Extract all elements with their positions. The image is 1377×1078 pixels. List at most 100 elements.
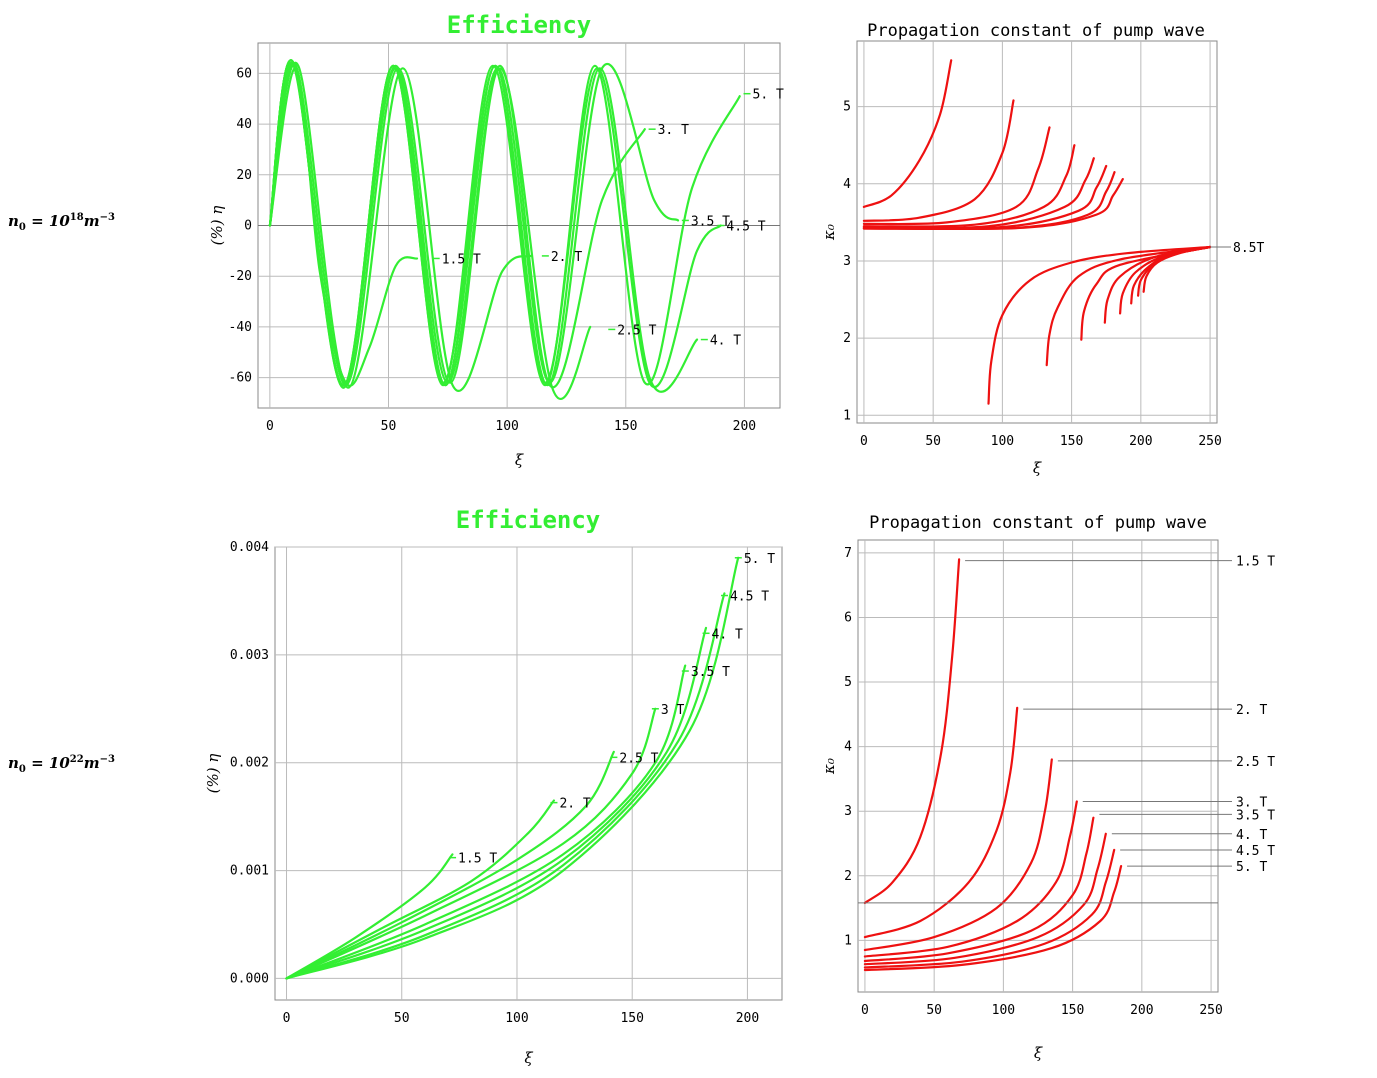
chart-title: Efficiency — [447, 11, 592, 39]
y-tick-label: -60 — [229, 371, 252, 386]
series-line-3 — [285, 750, 615, 980]
y-tick-label: 60 — [236, 66, 252, 81]
x-axis-label: ξ — [524, 1049, 533, 1067]
y-tick-label: 6 — [844, 610, 852, 625]
lower-branch-2 — [1045, 245, 1212, 367]
series-line-2 — [285, 799, 555, 980]
x-tick-label: 0 — [861, 1003, 869, 1018]
x-tick-label: 0 — [283, 1011, 291, 1026]
x-tick-label: 150 — [1060, 434, 1083, 449]
upper-branch-1 — [862, 59, 953, 208]
upper-branch-3 — [862, 126, 1051, 226]
x-tick-label: 50 — [926, 1003, 942, 1018]
x-tick-label: 250 — [1198, 434, 1221, 449]
lower-branch-4 — [1103, 245, 1212, 324]
series-line-7 — [863, 848, 1116, 969]
series-label: 8.5T — [1233, 241, 1264, 256]
upper-branch-2 — [862, 99, 1015, 222]
series-line-3 — [863, 758, 1053, 952]
series-label: 3. T — [1236, 796, 1267, 811]
series-label: 2. T — [551, 250, 582, 265]
x-tick-label: 0 — [266, 419, 274, 434]
y-tick-label: 20 — [236, 168, 252, 183]
series-line-4 — [863, 800, 1078, 958]
series-line-1 — [285, 853, 454, 980]
y-tick-label: 4 — [843, 177, 851, 192]
series-line-5 — [285, 664, 687, 980]
chart-eff-high: 0 50 100 150 200 0.000 0.001 0.002 0.003 0.004 Eff… — [204, 506, 783, 1067]
upper-branch-4 — [862, 144, 1076, 228]
y-tick-label: 0.004 — [230, 540, 269, 555]
series-line-1 — [863, 558, 961, 904]
series-label: 2. T — [559, 797, 590, 812]
series-label: 5. T — [744, 552, 775, 567]
x-tick-label: 50 — [381, 419, 397, 434]
series-group — [285, 556, 740, 980]
y-axis-label: κ₀ — [820, 224, 838, 241]
x-tick-label: 150 — [614, 419, 637, 434]
x-axis-label: ξ — [515, 451, 524, 469]
series-label: 5. T — [753, 88, 784, 103]
series-group — [268, 59, 741, 400]
y-tick-label: -20 — [229, 269, 252, 284]
series-label: 3.5 T — [691, 665, 730, 680]
series-label: 2. T — [1236, 703, 1267, 718]
plot-frame — [856, 40, 1218, 424]
series-label: 5. T — [1236, 860, 1267, 875]
x-tick-label: 50 — [925, 434, 941, 449]
y-tick-label: 0 — [244, 219, 252, 234]
y-tick-label: 2 — [844, 869, 852, 884]
x-tick-label: 100 — [992, 1003, 1015, 1018]
series-label: 3 T — [661, 703, 685, 718]
series-label: 3.5 T — [691, 214, 730, 229]
series-line-8 — [268, 59, 741, 387]
series-label: 4. T — [712, 627, 743, 642]
series-line-5 — [863, 816, 1095, 963]
chart-kappa-high: 0 50 100 150 200 250 1 2 3 4 5 6 7 Propagation consta… — [820, 513, 1275, 1062]
series-label: 1.5 T — [1236, 555, 1275, 570]
chart-title: Propagation constant of pump wave — [869, 513, 1207, 533]
chart-kappa-low: 0 50 100 150 200 250 1 2 3 4 5 Propagation constant… — [820, 21, 1264, 477]
upper-branch-8 — [862, 178, 1124, 231]
series-line-8 — [863, 865, 1123, 972]
x-tick-label: 250 — [1199, 1003, 1222, 1018]
series-label: 1.5 T — [442, 252, 481, 267]
y-tick-label: 40 — [236, 117, 252, 132]
series-line-7 — [285, 592, 726, 980]
x-tick-label: 100 — [505, 1011, 528, 1026]
chart-title: Propagation constant of pump wave — [867, 21, 1205, 41]
series-label: 4.5 T — [730, 590, 769, 605]
y-tick-label: 1 — [844, 933, 852, 948]
lower-branch-8 — [1142, 245, 1212, 293]
x-tick-label: 200 — [733, 419, 756, 434]
x-tick-label: 100 — [495, 419, 518, 434]
series-label: 1.5 T — [458, 852, 497, 867]
x-tick-label: 200 — [736, 1011, 759, 1026]
y-tick-label: 4 — [844, 740, 852, 755]
series-group — [862, 59, 1212, 405]
y-tick-label: 0.000 — [230, 971, 269, 986]
y-tick-label: 1 — [843, 408, 851, 423]
series-label: 2.5 T — [619, 751, 658, 766]
x-tick-label: 150 — [620, 1011, 643, 1026]
series-label: 4. T — [1236, 828, 1267, 843]
series-line-4 — [285, 707, 657, 980]
series-group — [863, 558, 1123, 972]
y-tick-label: 0.001 — [230, 864, 269, 879]
x-tick-label: 150 — [1061, 1003, 1084, 1018]
series-line-6 — [285, 626, 708, 980]
y-tick-label: 0.002 — [230, 756, 269, 771]
x-tick-label: 50 — [394, 1011, 410, 1026]
series-label: 3.5 T — [1236, 808, 1275, 823]
y-tick-label: 0.003 — [230, 648, 269, 663]
series-label: 3. T — [658, 123, 689, 138]
x-tick-label: 0 — [860, 434, 868, 449]
series-line-2 — [268, 61, 532, 392]
plot-frame — [857, 539, 1219, 993]
row-label-1: n0 = 1018m−3 — [8, 212, 115, 233]
series-line-6 — [863, 832, 1107, 966]
y-tick-label: 3 — [844, 804, 852, 819]
series-label: 4. T — [710, 334, 741, 349]
chart-title: Efficiency — [456, 506, 601, 534]
